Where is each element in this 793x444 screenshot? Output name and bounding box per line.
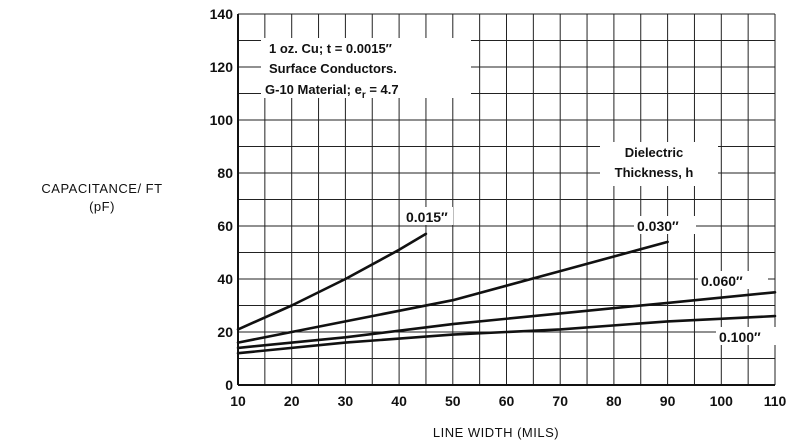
- y-tick-label: 80: [217, 165, 233, 181]
- series-label-0-030: 0.030″: [637, 218, 679, 234]
- legend-title-background: [600, 142, 718, 186]
- annotation-subscript: r: [362, 90, 366, 101]
- series-label-0-100: 0.100″: [719, 329, 761, 345]
- x-tick-label: 20: [284, 393, 300, 409]
- series-line-2: [236, 290, 777, 350]
- y-tick-label: 60: [217, 218, 233, 234]
- series-label-bg-3: [716, 327, 776, 345]
- y-tick-label: 140: [210, 6, 234, 22]
- series-lines: [236, 232, 777, 355]
- series-line-0: [236, 232, 428, 331]
- x-tick-label: 90: [660, 393, 676, 409]
- annotation-background: [261, 38, 471, 98]
- series-label-bg-2: [698, 271, 768, 289]
- series-label-0-060: 0.060″: [701, 273, 743, 289]
- y-tick-label: 100: [210, 112, 234, 128]
- annotation-line-1: 1 oz. Cu; t = 0.0015″: [269, 41, 392, 56]
- y-tick-label: 0: [225, 377, 233, 393]
- x-tick-label: 30: [338, 393, 354, 409]
- x-tick-label: 60: [499, 393, 515, 409]
- x-axis-title: LINE WIDTH (MILS): [433, 425, 559, 440]
- x-tick-label: 80: [606, 393, 622, 409]
- y-axis-title-line-1: CAPACITANCE/ FT: [41, 181, 162, 196]
- y-axis-title-line-2: (pF): [89, 199, 115, 214]
- annotation-line-3-tail: = 4.7: [366, 82, 399, 97]
- series-label-bg-1: [634, 216, 696, 234]
- tick-labels: 10 20 30 40 50 60 70 80 90 100 110 0 20 40 60 80 100 120 1…: [210, 6, 787, 409]
- y-tick-label: 40: [217, 271, 233, 287]
- annotation-line-3: G-10 Material; er = 4.7: [265, 82, 399, 101]
- x-tick-label: 50: [445, 393, 461, 409]
- x-tick-label: 40: [391, 393, 407, 409]
- legend-title-line-1: Dielectric: [625, 145, 684, 160]
- x-tick-label: 70: [552, 393, 568, 409]
- series-line-3: [236, 314, 777, 355]
- x-tick-label: 10: [230, 393, 246, 409]
- x-tick-label: 100: [710, 393, 734, 409]
- annotation-line-2: Surface Conductors.: [269, 61, 397, 76]
- series-label-0-015: 0.015″: [406, 209, 448, 225]
- y-tick-label: 20: [217, 324, 233, 340]
- legend-title-line-2: Thickness, h: [615, 165, 694, 180]
- series-label-bg-0: [403, 207, 453, 225]
- plot-frame: [237, 14, 775, 386]
- x-tick-label: 110: [764, 393, 787, 409]
- y-tick-label: 120: [210, 59, 234, 75]
- annotation-line-3-main: G-10 Material; e: [265, 82, 362, 97]
- series-line-1: [236, 240, 669, 344]
